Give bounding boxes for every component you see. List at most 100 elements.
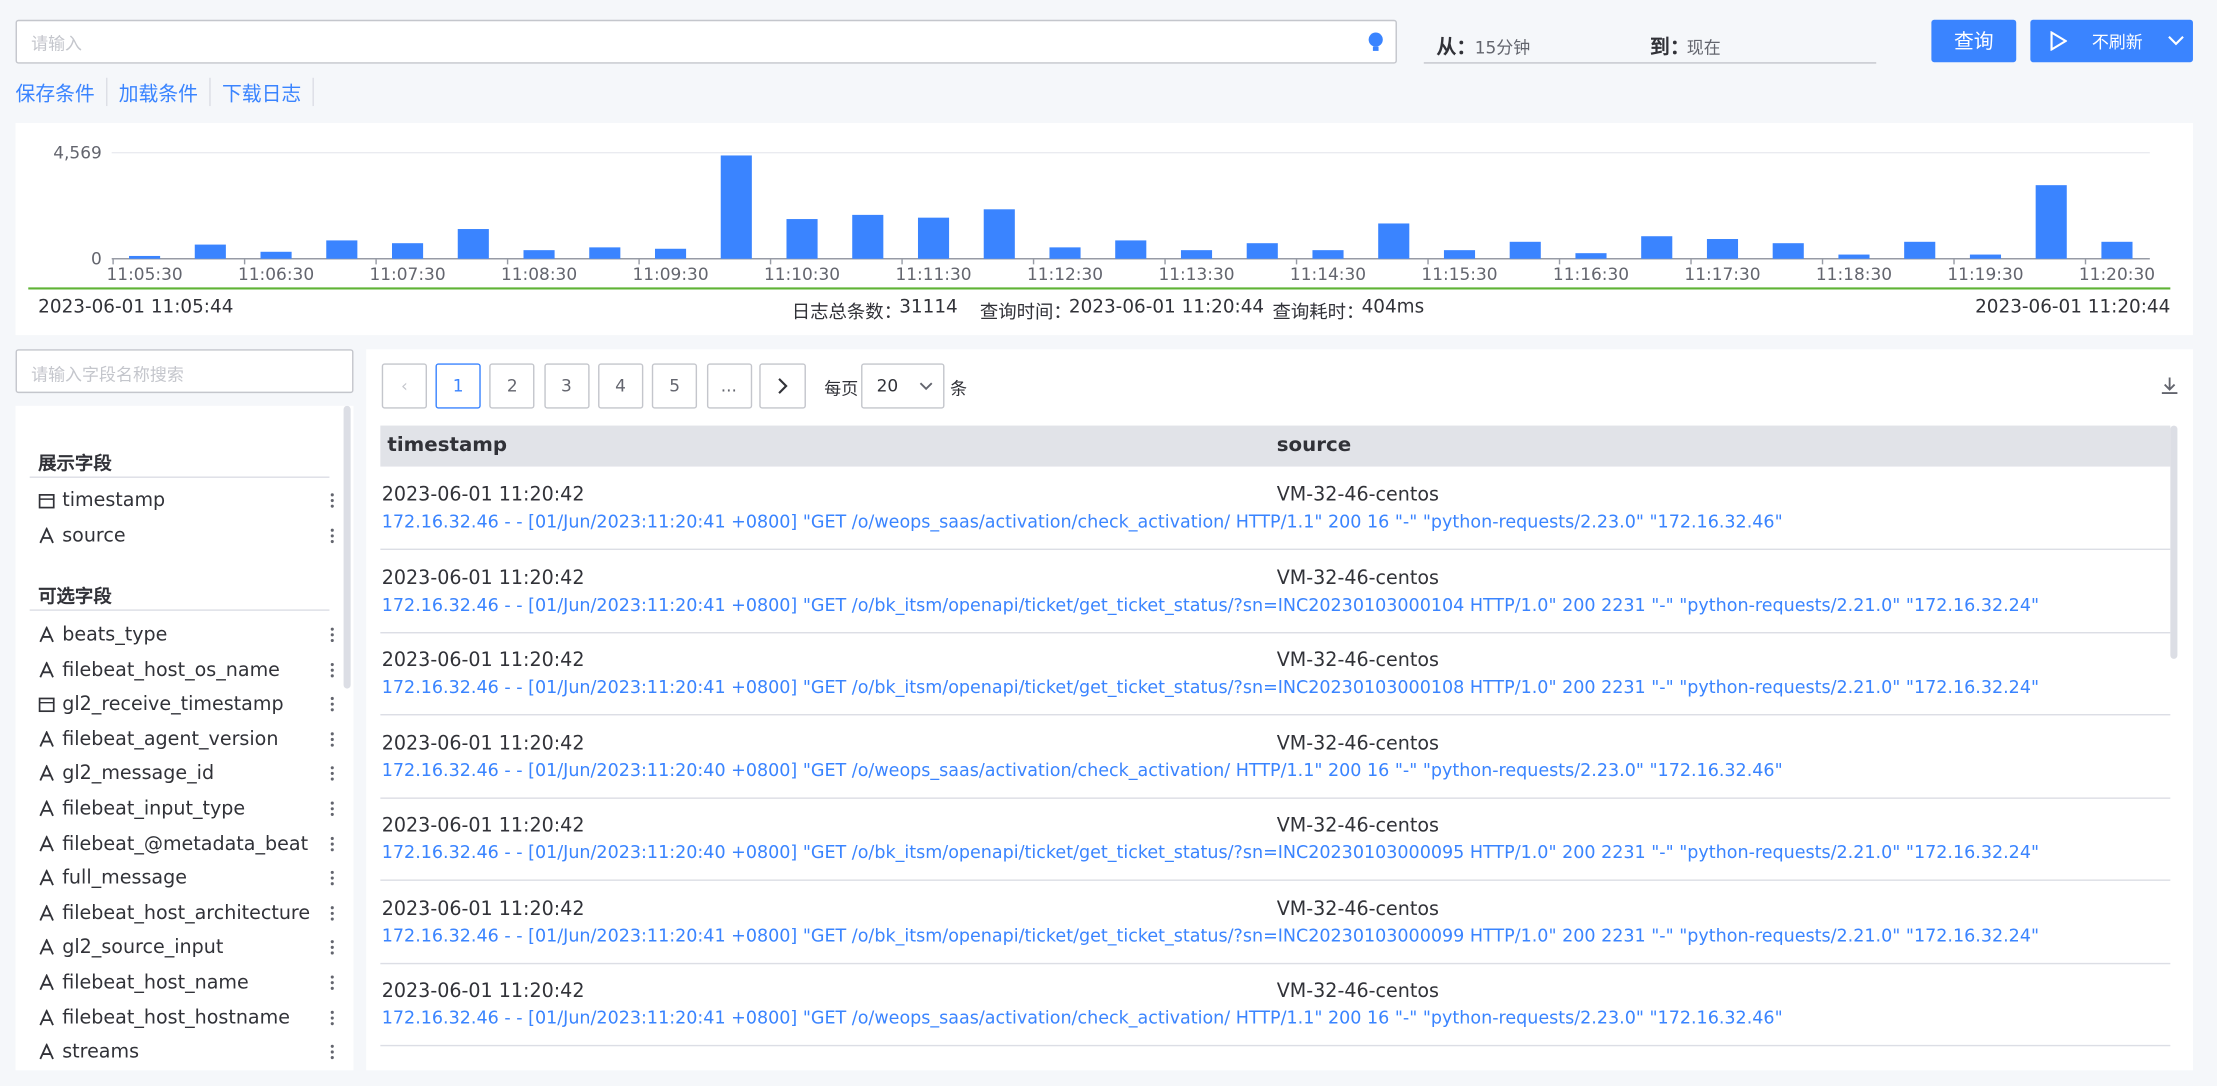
more-icon[interactable] xyxy=(329,800,335,817)
page-button[interactable]: 4 xyxy=(597,363,644,409)
field-item[interactable]: gl2_receive_timestamp xyxy=(38,689,335,720)
field-item[interactable]: filebeat_host_architecture xyxy=(38,898,335,929)
field-item[interactable]: gl2_source_input xyxy=(38,932,335,963)
download-icon[interactable] xyxy=(2160,376,2178,394)
more-icon[interactable] xyxy=(329,939,335,956)
page-button[interactable]: ... xyxy=(706,363,752,409)
field-name: timestamp xyxy=(62,489,166,512)
time-range[interactable]: 从： 15分钟 到： 现在 xyxy=(1423,24,1877,64)
message-cell: 172.16.32.46 - - [01/Jun/2023:11:20:41 +… xyxy=(381,510,1783,532)
field-item[interactable]: beats_type xyxy=(38,619,335,650)
more-icon[interactable] xyxy=(329,661,335,678)
field-type-icon xyxy=(39,800,54,817)
more-icon[interactable] xyxy=(329,696,335,713)
table-header: timestamp source xyxy=(380,425,2171,467)
bar xyxy=(1641,236,1673,259)
field-name: filebeat_input_type xyxy=(62,797,246,821)
x-tick-label: 11:16:30 xyxy=(1553,264,1629,284)
bar xyxy=(523,250,555,259)
to-label: 到： xyxy=(1650,36,1690,60)
more-icon[interactable] xyxy=(329,905,335,922)
more-icon[interactable] xyxy=(329,1009,335,1026)
refresh-button[interactable]: 不刷新 xyxy=(2030,19,2193,63)
more-icon[interactable] xyxy=(329,527,335,544)
log-row xyxy=(380,467,2171,551)
field-type-icon xyxy=(38,494,55,509)
search-box[interactable]: 请输入 xyxy=(15,19,1397,64)
action-link[interactable]: 下载日志 xyxy=(221,83,302,107)
field-item[interactable]: filebeat_host_name xyxy=(38,967,335,998)
field-item[interactable]: source xyxy=(38,520,335,551)
action-link[interactable]: 加载条件 xyxy=(118,83,198,107)
more-icon[interactable] xyxy=(329,835,335,852)
more-icon[interactable] xyxy=(329,1044,335,1061)
page-button[interactable]: 5 xyxy=(652,363,698,409)
source-cell: VM-32-46-centos xyxy=(1276,483,1439,507)
bulb-icon xyxy=(1368,32,1383,51)
column-header[interactable]: source xyxy=(1276,434,1352,457)
bar xyxy=(983,209,1015,259)
log-row xyxy=(380,632,2171,716)
field-name: gl2_message_id xyxy=(62,762,215,786)
more-icon[interactable] xyxy=(329,626,335,643)
x-tick-label: 11:09:30 xyxy=(632,264,708,284)
field-item[interactable]: filebeat_host_hostname xyxy=(38,1002,335,1033)
scrollbar xyxy=(2170,425,2178,659)
bar xyxy=(1838,254,1870,259)
page-button[interactable]: 1 xyxy=(435,363,481,409)
duration-label: 查询耗时： xyxy=(1272,302,1365,324)
field-name: gl2_receive_timestamp xyxy=(62,693,284,716)
page-button[interactable]: 3 xyxy=(543,363,590,409)
bar xyxy=(1509,241,1541,259)
x-tick-label: 11:05:30 xyxy=(107,264,183,284)
next-page[interactable] xyxy=(759,363,806,409)
more-icon[interactable] xyxy=(329,731,335,748)
display-title: 展示字段 xyxy=(38,453,112,476)
timestamp-cell: 2023-06-01 11:20:42 xyxy=(381,648,585,672)
bar xyxy=(326,240,358,259)
bar xyxy=(1969,254,2002,259)
more-icon[interactable] xyxy=(329,765,335,782)
x-tick-label: 11:12:30 xyxy=(1027,264,1103,284)
field-item[interactable]: full_message xyxy=(38,863,335,894)
bar xyxy=(1378,223,1410,259)
source-cell: VM-32-46-centos xyxy=(1276,566,1439,589)
query-time-label: 查询时间： xyxy=(979,302,1072,324)
duration: 404ms xyxy=(1361,296,1425,319)
field-type-icon xyxy=(39,904,54,921)
prev-page[interactable]: ‹ xyxy=(381,363,427,409)
end-time: 2023-06-01 11:20:44 xyxy=(1975,296,2171,319)
field-item[interactable]: filebeat_host_os_name xyxy=(38,654,335,685)
page-button[interactable]: 2 xyxy=(489,363,535,409)
query-button[interactable]: 查询 xyxy=(1931,19,2017,63)
caret-icon xyxy=(2168,36,2184,46)
message-cell: 172.16.32.46 - - [01/Jun/2023:11:20:41 +… xyxy=(381,593,2040,615)
field-type-icon xyxy=(39,869,54,886)
bar xyxy=(786,219,818,259)
field-type-icon xyxy=(39,1043,54,1060)
field-item[interactable]: timestamp xyxy=(38,485,335,516)
bar xyxy=(589,247,621,259)
x-tick-label: 11:17:30 xyxy=(1684,264,1760,284)
field-search[interactable]: 请输入字段名称搜索 xyxy=(15,349,354,394)
bar xyxy=(194,244,226,259)
per-page-value: 20 xyxy=(876,376,899,396)
chart-panel xyxy=(15,123,2193,336)
field-item[interactable]: streams xyxy=(38,1037,335,1068)
field-item[interactable]: filebeat_agent_version xyxy=(38,724,335,755)
field-item[interactable]: filebeat_@metadata_beat xyxy=(38,828,335,859)
field-name: streams xyxy=(62,1040,140,1064)
more-icon[interactable] xyxy=(329,492,335,509)
more-icon[interactable] xyxy=(329,974,335,991)
column-header[interactable]: timestamp xyxy=(387,434,508,457)
more-icon[interactable] xyxy=(329,870,335,887)
field-item[interactable]: gl2_message_id xyxy=(38,758,335,789)
field-item[interactable]: filebeat_input_type xyxy=(38,793,335,824)
per-page-select[interactable]: 20 xyxy=(861,363,945,409)
source-cell: VM-32-46-centos xyxy=(1276,648,1439,672)
field-name: beats_type xyxy=(62,623,168,647)
timestamp-cell: 2023-06-01 11:20:42 xyxy=(381,566,585,589)
source-cell: VM-32-46-centos xyxy=(1276,979,1439,1003)
action-link[interactable]: 保存条件 xyxy=(15,83,95,107)
